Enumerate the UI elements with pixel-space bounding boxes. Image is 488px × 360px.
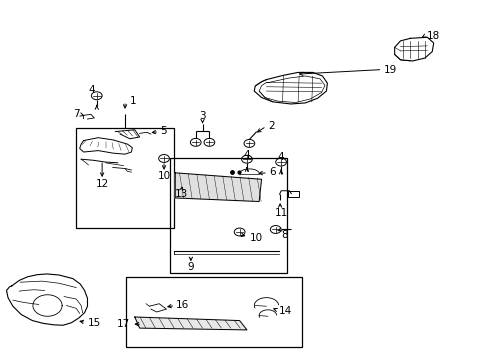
Bar xyxy=(170,158,287,273)
Polygon shape xyxy=(175,173,261,202)
Text: 14: 14 xyxy=(278,306,291,316)
Text: 10: 10 xyxy=(249,233,262,243)
Text: 17: 17 xyxy=(117,319,130,329)
Text: 12: 12 xyxy=(96,179,109,189)
Text: 18: 18 xyxy=(426,31,439,41)
Text: 7: 7 xyxy=(73,109,80,120)
Bar xyxy=(288,191,299,197)
Text: 3: 3 xyxy=(199,111,206,121)
Text: 10: 10 xyxy=(158,171,171,181)
Text: 5: 5 xyxy=(160,126,167,136)
Text: 1: 1 xyxy=(130,96,136,106)
Text: 19: 19 xyxy=(383,64,396,75)
Text: 4: 4 xyxy=(277,152,284,162)
Text: 15: 15 xyxy=(87,319,101,328)
Bar xyxy=(126,277,302,347)
Bar xyxy=(76,128,173,228)
Text: 2: 2 xyxy=(267,121,274,131)
Polygon shape xyxy=(135,317,246,330)
Text: 9: 9 xyxy=(186,262,193,272)
Text: 13: 13 xyxy=(175,189,188,199)
Text: 4: 4 xyxy=(88,85,95,95)
Text: 8: 8 xyxy=(281,230,287,239)
Text: 4: 4 xyxy=(243,150,250,160)
Text: 16: 16 xyxy=(176,300,189,310)
Text: 6: 6 xyxy=(268,167,275,177)
Text: 11: 11 xyxy=(274,208,287,218)
